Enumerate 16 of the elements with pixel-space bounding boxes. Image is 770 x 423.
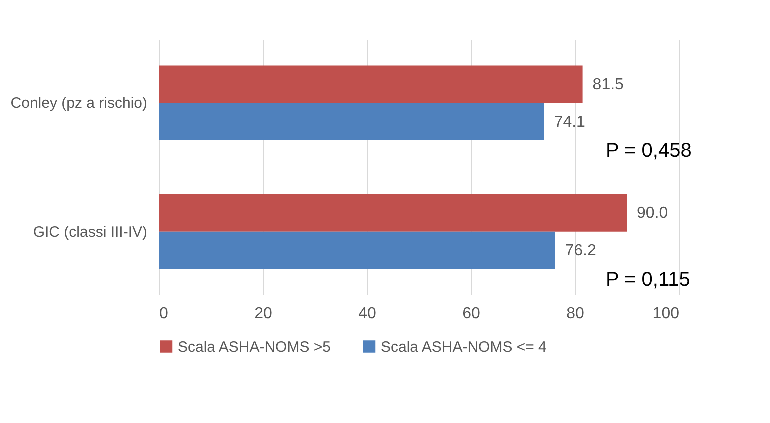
annotation: P = 0,115 xyxy=(606,268,690,291)
x-tick-label: 60 xyxy=(462,306,480,322)
x-tick-label: 80 xyxy=(566,306,584,322)
x-tick-label: 40 xyxy=(358,306,376,322)
y-tick-label: GIC (classi III-IV) xyxy=(33,224,148,241)
data-label: 74.1 xyxy=(554,114,586,131)
x-tick-label: 100 xyxy=(652,306,680,322)
legend-label: Scala ASHA-NOMS >5 xyxy=(178,338,331,356)
data-label: 76.2 xyxy=(565,242,596,260)
legend-label: Scala ASHA-NOMS <= 4 xyxy=(381,338,547,356)
data-label: 90.0 xyxy=(637,205,668,222)
data-label: 81.5 xyxy=(592,76,624,94)
y-tick-label: Conley (pz a rischio) xyxy=(10,95,148,112)
x-tick-label: 20 xyxy=(254,306,272,322)
x-tick-label: 0 xyxy=(160,306,168,322)
annotation: P = 0,458 xyxy=(606,140,692,162)
